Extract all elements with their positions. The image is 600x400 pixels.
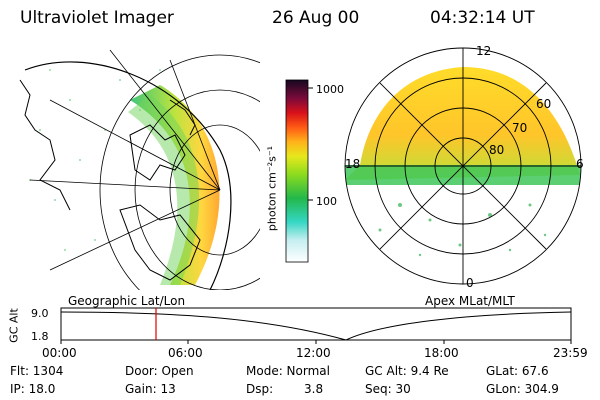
mlt-6-label: 6	[576, 157, 584, 171]
xtick-1: 06:00	[168, 346, 203, 360]
colorbar-tick-1000: 1000	[316, 83, 344, 96]
latlon-grid	[29, 49, 260, 290]
altitude-ytick-bottom: 1.8	[31, 330, 49, 343]
ip-value: IP: 18.0	[10, 382, 56, 396]
geo-latitude: GLat: 67.6	[486, 364, 549, 378]
geographic-caption: Geographic Lat/Lon	[68, 294, 186, 308]
sequence-number: Seq: 30	[365, 382, 411, 396]
altitude-curve	[60, 311, 572, 341]
time-label: 04:32:14 UT	[430, 8, 535, 28]
colorbar	[285, 79, 313, 263]
dsp-label: Dsp:	[246, 382, 274, 396]
xtick-2: 12:00	[296, 346, 331, 360]
date-label: 26 Aug 00	[272, 8, 360, 28]
dsp-value: 3.8	[304, 382, 324, 396]
gc-altitude: GC Alt: 9.4 Re	[365, 364, 449, 378]
gain-value: Gain: 13	[125, 382, 176, 396]
altitude-ylabel: GC Alt	[7, 308, 21, 343]
altitude-ytick-top: 9.0	[31, 307, 49, 320]
mlt-0-label: 0	[466, 276, 474, 290]
flight-number: Flt: 1304	[10, 364, 64, 378]
colorbar-tick-100: 100	[316, 195, 337, 208]
altitude-plot	[60, 307, 572, 344]
xtick-0: 00:00	[42, 346, 77, 360]
xtick-3: 18:00	[424, 346, 459, 360]
lat-70-label: 70	[512, 121, 528, 135]
geographic-map	[19, 49, 260, 290]
aurora-oval	[130, 85, 220, 285]
polar-grid	[344, 47, 582, 285]
door-status: Door: Open	[125, 364, 194, 378]
mlt-18-label: 18	[345, 157, 361, 171]
lat-60-label: 60	[536, 97, 552, 111]
instrument-title: Ultraviolet Imager	[20, 8, 174, 28]
colorbar-unit-label: photon cm⁻²s⁻¹	[265, 145, 279, 232]
apex-aurora-oval	[345, 67, 580, 180]
geo-longitude: GLon: 304.9	[486, 382, 559, 396]
apex-polar-map	[344, 47, 582, 285]
lat-80-label: 80	[489, 143, 505, 157]
xtick-4: 23:59	[553, 346, 588, 360]
coastlines	[19, 79, 201, 281]
apex-caption: Apex MLat/MLT	[425, 294, 515, 308]
mlt-12-label: 12	[476, 44, 492, 58]
mode-status: Mode: Normal	[246, 364, 330, 378]
